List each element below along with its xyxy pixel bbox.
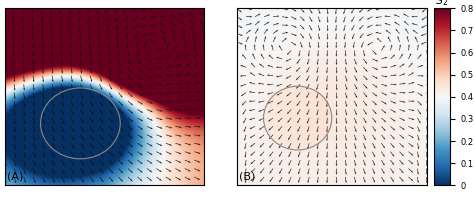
- Text: (A): (A): [7, 172, 23, 182]
- Text: (B): (B): [239, 172, 255, 182]
- Title: $S_2$: $S_2$: [436, 0, 448, 8]
